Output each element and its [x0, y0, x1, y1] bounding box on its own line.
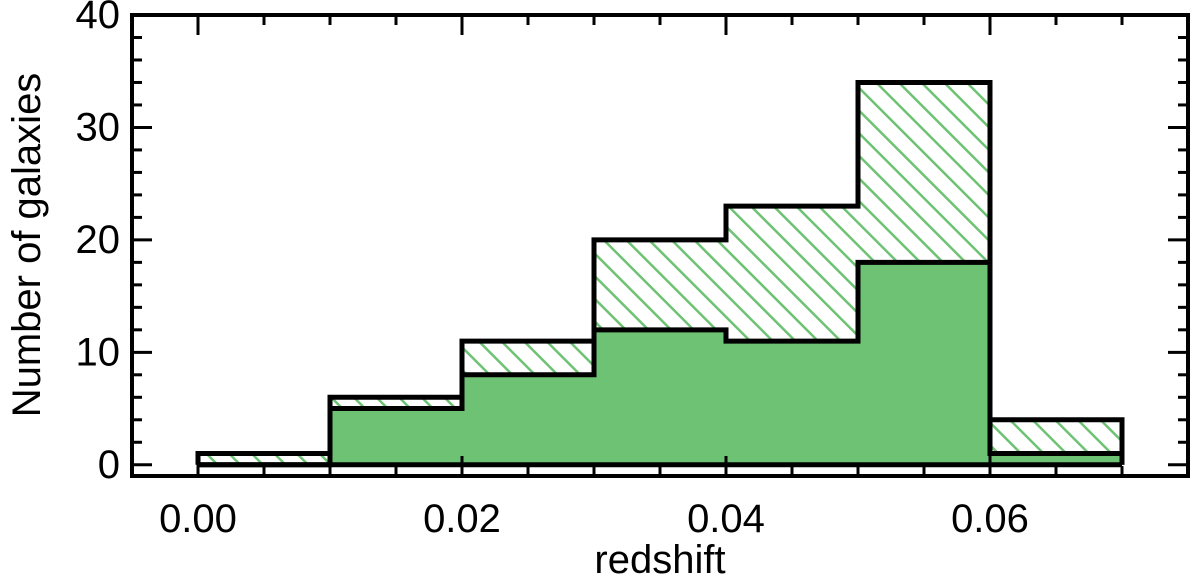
- y-tick-label: 10: [76, 330, 121, 374]
- y-tick-label: 40: [76, 0, 121, 37]
- x-tick-label: 0.02: [423, 497, 501, 541]
- y-tick-label: 30: [76, 105, 121, 149]
- solid-bar: [990, 453, 1122, 465]
- solid-bar: [330, 408, 462, 465]
- solid-bar: [726, 341, 858, 465]
- x-tick-label: 0.04: [687, 497, 765, 541]
- y-tick-label: 0: [98, 443, 120, 487]
- plot-area: 0.00 0.02 0.04 0.06 0 10 20 30 40: [76, 0, 1190, 541]
- solid-bar: [462, 374, 594, 465]
- solid-bar: [594, 329, 726, 465]
- hatched-bar: [198, 453, 330, 465]
- x-tick-label: 0.00: [159, 497, 237, 541]
- x-axis-title: redshift: [594, 538, 725, 577]
- y-tick-label: 20: [76, 218, 121, 262]
- solid-bar: [858, 262, 990, 465]
- x-tick-label: 0.06: [951, 497, 1029, 541]
- y-axis-title: Number of galaxies: [5, 73, 49, 418]
- solid-step-outline: [198, 259, 1125, 468]
